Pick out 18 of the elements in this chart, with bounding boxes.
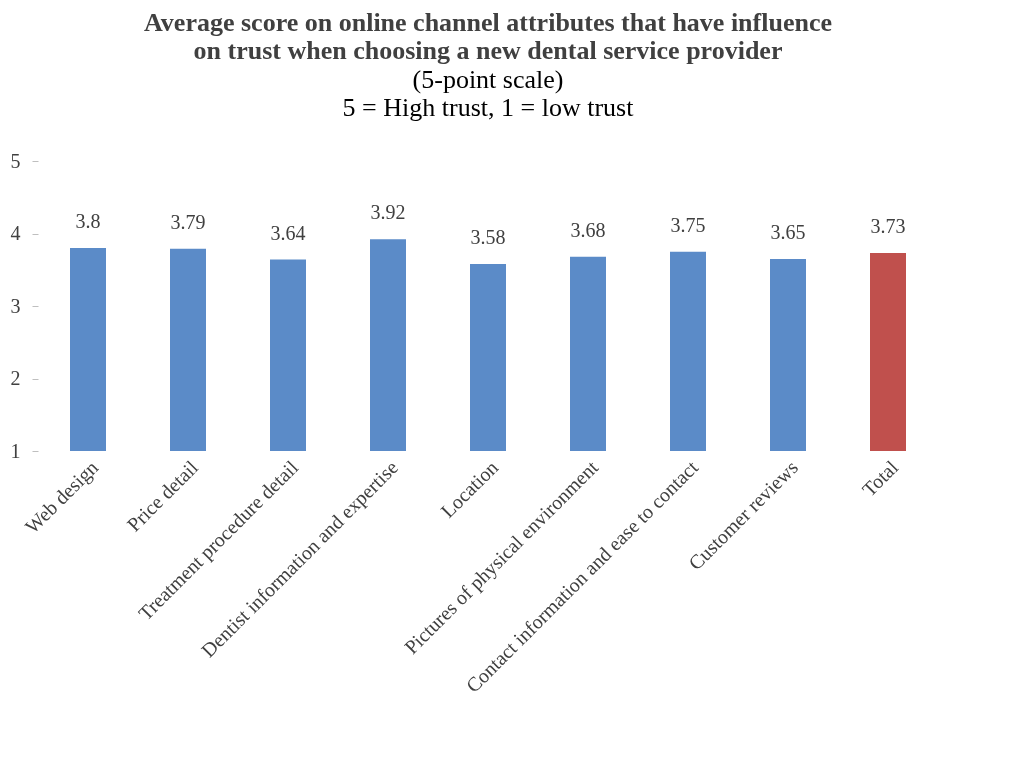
y-tick-label: 3 [10,294,21,317]
text: Average score on online channel attributes that have influence [144,8,832,37]
data-label: 3.8 [75,210,101,232]
data-label: 3.64 [270,221,306,244]
text: on trust when choosing a new dental service provider [193,36,783,65]
y-tick-label: 2 [10,367,21,389]
data-label: 3.73 [870,215,906,238]
data-label: 3.92 [370,201,406,224]
data-label: 3.65 [770,220,806,243]
y-tick-label: 1 [10,439,21,462]
y-tick-label: 5 [10,149,21,172]
data-label: 3.79 [170,210,206,233]
text: (5-point scale) [412,65,564,94]
data-label: 3.75 [670,213,706,236]
data-label: 3.68 [570,218,606,241]
text: 5 = High trust, 1 = low trust [342,93,634,122]
y-tick-label: 4 [10,222,21,244]
data-label: 3.58 [470,225,506,248]
